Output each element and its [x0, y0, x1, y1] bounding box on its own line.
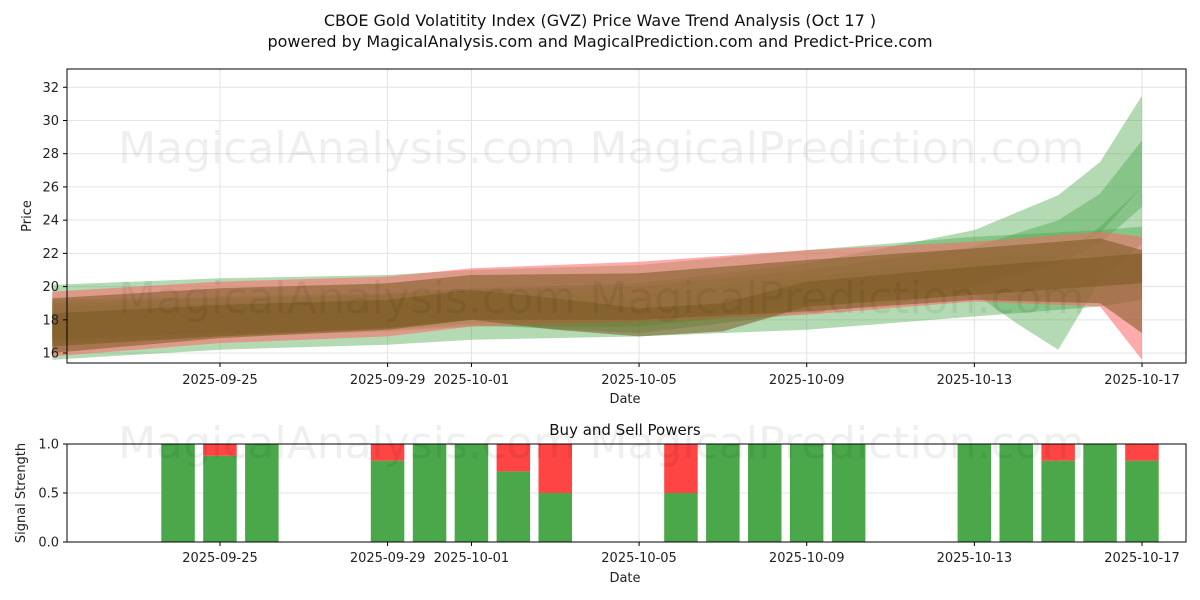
price-x-ticks: 2025-09-25 2025-09-29 2025-10-01 2025-10-05…: [182, 363, 1180, 388]
price-y-tick-label: 24: [42, 214, 59, 229]
signal-x-tick-label: 2025-09-25: [182, 551, 258, 566]
signal-y-ticks: 0.0 0.5 1.0: [38, 438, 67, 551]
price-panel: MagicalAnalysis.com MagicalPrediction.co…: [20, 68, 1187, 407]
signal-x-tick-label: 2025-10-09: [769, 551, 845, 566]
sell-bar: [496, 444, 531, 472]
buy-bar: [370, 460, 405, 542]
sell-bar: [664, 444, 698, 493]
signal-x-axis-title: Date: [609, 571, 640, 586]
buy-bar: [1041, 460, 1075, 542]
price-y-tick-label: 28: [42, 147, 59, 162]
price-wave-band-6: [52, 253, 1142, 347]
price-y-tick-label: 32: [42, 81, 59, 96]
watermark-analysis-mid: MagicalAnalysis.com: [118, 273, 576, 324]
signal-x-ticks: 2025-09-25 2025-09-29 2025-10-01 2025-10-05…: [182, 542, 1180, 566]
buy-bar: [999, 444, 1033, 542]
sell-bar: [1041, 444, 1075, 461]
sell-bar: [538, 444, 572, 493]
signal-y-axis-title: Signal Strength: [14, 443, 29, 543]
price-y-ticks: 16 18 20 22 24 26 28 30 32: [42, 81, 67, 362]
signal-y-tick-label: 0.0: [38, 536, 59, 551]
signal-x-tick-label: 2025-10-05: [601, 551, 677, 566]
price-x-tick-label: 2025-09-29: [350, 373, 426, 388]
buy-bar: [203, 455, 237, 542]
price-x-tick-label: 2025-10-17: [1104, 373, 1180, 388]
watermark-prediction-top: MagicalPrediction.com: [590, 123, 1085, 174]
price-wave-bands: [52, 95, 1142, 360]
chart-title: CBOE Gold Volatitity Index (GVZ) Price W…: [324, 11, 876, 30]
buy-bar: [1125, 460, 1159, 542]
buy-bar: [161, 444, 195, 542]
signal-x-tick-label: 2025-10-13: [937, 551, 1013, 566]
buy-bar: [538, 493, 572, 542]
buy-bar: [789, 444, 824, 542]
buy-bar: [496, 471, 531, 542]
sell-bar: [370, 444, 405, 461]
price-y-tick-label: 22: [42, 247, 59, 262]
price-x-tick-label: 2025-10-05: [601, 373, 677, 388]
signal-x-tick-label: 2025-10-17: [1104, 551, 1180, 566]
price-y-tick-label: 26: [42, 180, 59, 195]
sell-bar: [203, 444, 237, 456]
price-plot-frame: [66, 68, 1187, 364]
price-y-tick-label: 18: [42, 313, 59, 328]
price-x-axis-title: Date: [609, 392, 640, 407]
buy-bar: [957, 444, 992, 542]
signal-x-tick-label: 2025-10-01: [434, 551, 510, 566]
buy-bar: [454, 444, 489, 542]
signal-y-tick-label: 1.0: [38, 438, 59, 453]
price-x-tick-label: 2025-09-25: [182, 373, 258, 388]
price-y-axis-title: Price: [20, 200, 35, 232]
signal-x-tick-label: 2025-09-29: [350, 551, 426, 566]
buy-bar: [831, 444, 866, 542]
signal-y-tick-label: 0.5: [38, 487, 59, 502]
signal-panel: Buy and Sell Powers MagicalAnalysis.com …: [14, 418, 1187, 586]
buy-bar: [664, 493, 698, 542]
price-x-tick-label: 2025-10-13: [937, 373, 1013, 388]
signal-bars: [161, 444, 1159, 542]
buy-bar: [412, 444, 447, 542]
price-x-tick-label: 2025-10-01: [434, 373, 510, 388]
price-x-tick-label: 2025-10-09: [769, 373, 845, 388]
buy-bar: [706, 444, 740, 542]
buy-bar: [1083, 444, 1117, 542]
price-y-tick-label: 20: [42, 280, 59, 295]
price-y-tick-label: 16: [42, 347, 59, 362]
watermark-analysis-top: MagicalAnalysis.com: [118, 123, 576, 174]
buy-bar: [245, 444, 279, 542]
buy-bar: [748, 444, 782, 542]
sell-bar: [1125, 444, 1159, 461]
signal-panel-title: Buy and Sell Powers: [549, 421, 701, 439]
price-y-tick-label: 30: [42, 114, 59, 129]
watermark-prediction-mid: MagicalPrediction.com: [590, 273, 1085, 324]
chart-subtitle: powered by MagicalAnalysis.com and Magic…: [267, 32, 932, 51]
